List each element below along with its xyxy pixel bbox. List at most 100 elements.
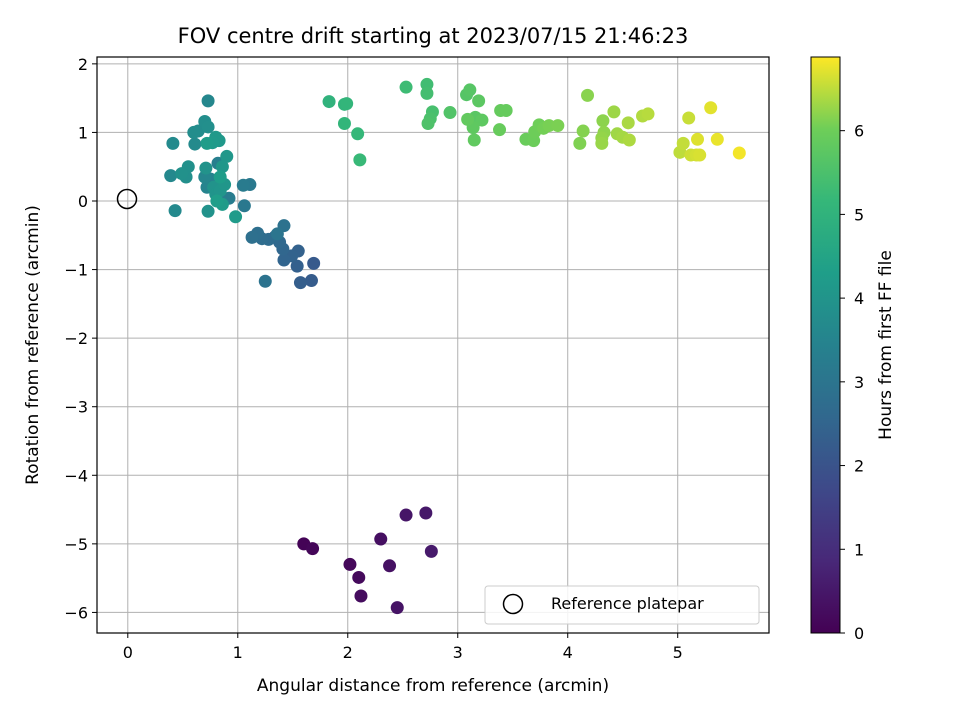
colorbar-tick-label: 1 — [854, 540, 864, 559]
data-point — [210, 194, 224, 208]
legend-box — [484, 585, 760, 625]
data-point — [710, 132, 724, 146]
legend-entry-reference: Reference platepar — [551, 594, 704, 613]
colorbar: 0 1 2 3 4 5 6 Hours from first FF file — [810, 56, 896, 643]
data-point — [306, 542, 320, 556]
data-point — [399, 80, 413, 94]
data-point — [682, 111, 696, 125]
colorbar-tick-label: 5 — [854, 205, 864, 224]
y-tick-label: −2 — [64, 329, 88, 348]
data-point — [573, 136, 587, 150]
data-point — [693, 148, 707, 162]
x-tick-label: 1 — [233, 643, 243, 662]
colorbar-label: Hours from first FF file — [876, 250, 896, 440]
x-tick-label: 2 — [343, 643, 353, 662]
data-point — [199, 161, 213, 175]
y-tick-label: −4 — [64, 466, 88, 485]
data-points — [164, 77, 746, 615]
colorbar-tick-label: 3 — [854, 373, 864, 392]
data-point — [229, 210, 243, 224]
data-point — [220, 149, 234, 163]
colorbar-tick-label: 0 — [854, 624, 864, 643]
data-point — [277, 253, 291, 267]
y-tick-label: 2 — [78, 55, 88, 74]
data-point — [443, 106, 457, 120]
data-point — [293, 276, 307, 290]
x-tick-label: 0 — [123, 643, 133, 662]
data-point — [551, 119, 565, 133]
reference-point-marker — [116, 188, 138, 210]
y-axis-ticks: 2 1 0 −1 −2 −3 −4 −5 −6 — [64, 55, 97, 622]
data-point — [201, 204, 215, 218]
y-tick-label: −6 — [64, 603, 88, 622]
data-point — [353, 153, 367, 167]
data-point — [258, 274, 272, 288]
colorbar-gradient — [810, 56, 841, 634]
data-point — [463, 83, 477, 97]
data-point — [201, 120, 215, 134]
data-point — [622, 133, 636, 147]
data-point — [215, 160, 229, 174]
data-point — [421, 117, 435, 131]
data-point — [200, 136, 214, 150]
data-point — [351, 127, 365, 141]
data-point — [213, 170, 227, 184]
colorbar-ticks: 0 1 2 3 4 5 6 — [840, 122, 864, 643]
colorbar-tick-label: 4 — [854, 289, 864, 308]
data-point — [337, 117, 351, 131]
y-tick-label: −3 — [64, 398, 88, 417]
data-point — [595, 136, 609, 150]
data-point — [596, 114, 610, 128]
data-point — [576, 124, 590, 138]
data-point — [352, 570, 366, 584]
data-point — [581, 88, 595, 102]
data-point — [493, 123, 507, 137]
data-point — [424, 544, 438, 558]
data-point — [343, 557, 357, 571]
data-point — [164, 169, 178, 183]
data-point — [304, 274, 318, 288]
data-point — [621, 116, 635, 130]
data-point — [166, 136, 180, 150]
x-tick-label: 3 — [453, 643, 463, 662]
data-point — [732, 146, 746, 160]
data-point — [419, 506, 433, 520]
data-point — [390, 601, 404, 615]
x-tick-label: 4 — [563, 643, 573, 662]
colorbar-tick-label: 6 — [854, 122, 864, 141]
data-point — [704, 101, 718, 115]
y-tick-label: −5 — [64, 535, 88, 554]
data-point — [420, 77, 434, 91]
x-axis-label: Angular distance from reference (arcmin) — [257, 676, 609, 696]
x-tick-label: 5 — [673, 643, 683, 662]
data-point — [420, 86, 434, 100]
x-axis-ticks: 0 1 2 3 4 5 — [123, 633, 683, 662]
data-point — [499, 103, 513, 117]
colorbar-tick-label: 2 — [854, 457, 864, 476]
data-point — [354, 589, 368, 603]
data-point — [168, 204, 182, 218]
data-point — [237, 199, 251, 213]
data-point — [676, 136, 690, 150]
data-point — [475, 113, 489, 127]
data-point — [307, 256, 321, 270]
plot-frame — [96, 56, 770, 634]
data-point — [340, 97, 354, 111]
data-point — [245, 230, 259, 244]
data-point — [187, 125, 201, 139]
legend: Reference platepar — [484, 585, 760, 625]
data-point — [270, 227, 284, 241]
data-point — [374, 532, 388, 546]
data-point — [461, 112, 475, 126]
data-point — [236, 178, 250, 192]
y-tick-label: 0 — [78, 192, 88, 211]
data-point — [290, 259, 304, 273]
data-point — [691, 132, 705, 146]
data-point — [322, 95, 336, 109]
data-point — [467, 133, 481, 147]
data-point — [175, 167, 189, 181]
data-point — [641, 107, 655, 121]
legend-marker-icon — [502, 593, 524, 615]
data-point — [472, 94, 486, 108]
data-point — [188, 137, 202, 151]
